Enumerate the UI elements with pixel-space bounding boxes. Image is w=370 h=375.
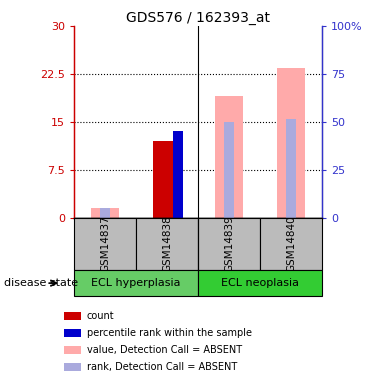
Bar bbox=[100, 208, 110, 218]
Text: percentile rank within the sample: percentile rank within the sample bbox=[87, 328, 252, 338]
Bar bbox=[260, 217, 322, 270]
Bar bbox=[174, 132, 183, 218]
Bar bbox=[91, 208, 119, 218]
Text: count: count bbox=[87, 311, 114, 321]
Text: GSM14839: GSM14839 bbox=[224, 215, 234, 272]
Bar bbox=[136, 217, 198, 270]
Text: ECL hyperplasia: ECL hyperplasia bbox=[91, 278, 181, 288]
Title: GDS576 / 162393_at: GDS576 / 162393_at bbox=[126, 11, 270, 25]
Bar bbox=[74, 217, 136, 270]
Bar bbox=[224, 122, 233, 218]
Bar bbox=[64, 329, 81, 337]
Text: disease state: disease state bbox=[4, 278, 78, 288]
Text: GSM14840: GSM14840 bbox=[286, 215, 296, 272]
Text: ECL neoplasia: ECL neoplasia bbox=[221, 278, 299, 288]
Text: GSM14837: GSM14837 bbox=[100, 215, 110, 272]
Bar bbox=[198, 270, 322, 296]
Bar bbox=[153, 141, 181, 218]
Text: value, Detection Call = ABSENT: value, Detection Call = ABSENT bbox=[87, 345, 242, 355]
Bar bbox=[215, 96, 243, 218]
Text: rank, Detection Call = ABSENT: rank, Detection Call = ABSENT bbox=[87, 362, 237, 372]
Bar bbox=[64, 363, 81, 370]
Text: GSM14838: GSM14838 bbox=[162, 215, 172, 272]
Bar bbox=[286, 118, 296, 218]
Bar bbox=[64, 346, 81, 354]
Bar bbox=[74, 270, 198, 296]
Bar bbox=[198, 217, 260, 270]
Bar bbox=[64, 312, 81, 320]
Bar bbox=[277, 68, 305, 218]
